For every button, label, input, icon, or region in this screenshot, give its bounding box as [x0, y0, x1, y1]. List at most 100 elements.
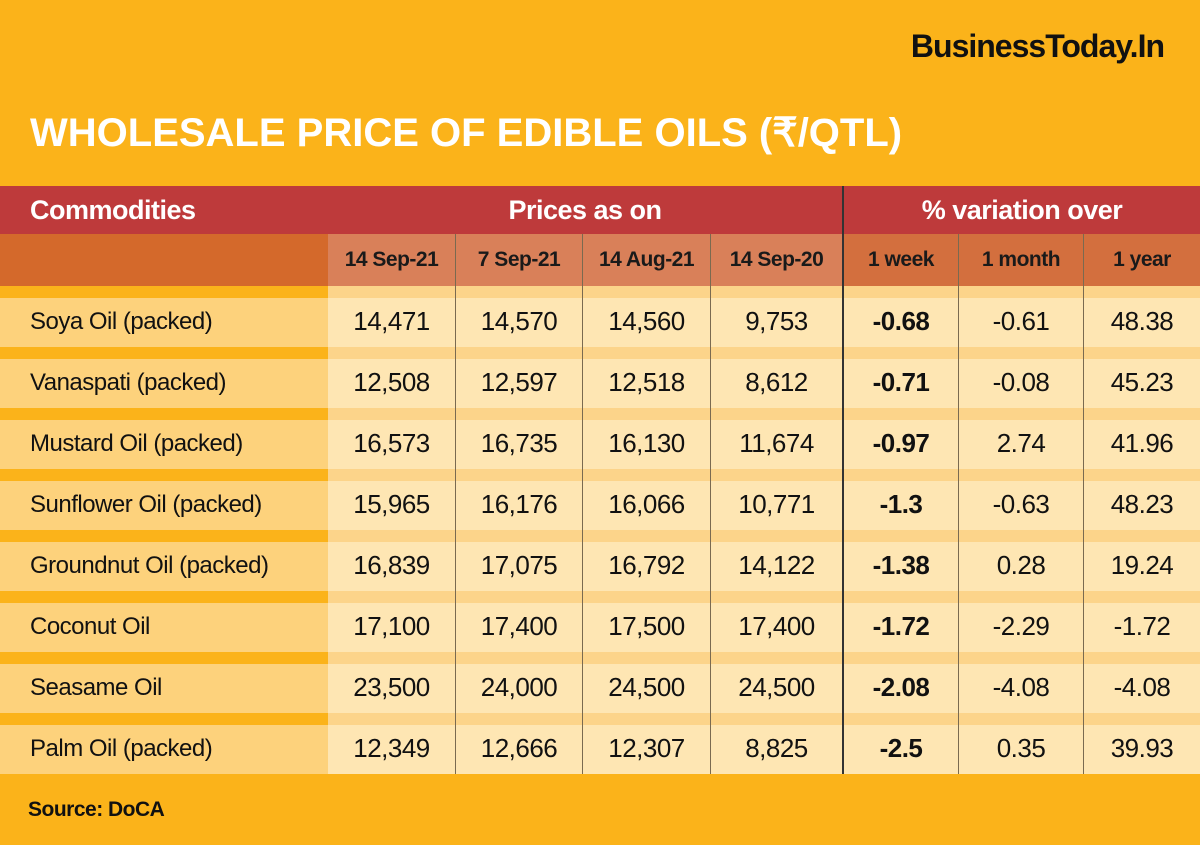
table-cell: 48.38 [1083, 286, 1200, 347]
column-header-label: 14 Sep-21 [344, 248, 439, 271]
column-header: 1 week [842, 234, 958, 286]
brand-logo: BusinessToday.In [910, 28, 1165, 64]
cell-text: 2.74 [996, 428, 1046, 458]
cell-text: 17,400 [480, 611, 558, 641]
cell-text: -0.97 [872, 428, 930, 458]
column-header-label: 1 year [1113, 248, 1171, 271]
table-cell: -1.38 [842, 530, 958, 591]
table-cell: -1.72 [842, 591, 958, 652]
table-cell: -4.08 [958, 652, 1083, 713]
table-cell: -1.3 [842, 469, 958, 530]
table-cell: 16,839 [328, 530, 455, 591]
source-note: Source: DoCA [28, 798, 165, 821]
cell-text: 16,792 [608, 550, 685, 580]
table-row: Seasame Oil 23,500 24,000 24,500 24,500 -2.08… [0, 652, 1200, 713]
commodity-name: Mustard Oil (packed) [0, 408, 328, 469]
cell-text: 14,471 [353, 306, 430, 336]
cell-text: 48.23 [1110, 489, 1174, 519]
table-cell: 39.93 [1083, 713, 1200, 774]
cell-text: 12,597 [480, 367, 558, 397]
cell-text: 12,349 [353, 733, 430, 763]
cell-text: 24,500 [608, 672, 685, 702]
price-table: Commodities Prices as on % variation ove… [0, 186, 1200, 774]
column-header: 14 Aug-21 [582, 234, 710, 286]
cell-text: 24,500 [738, 672, 815, 702]
cell-text: -0.63 [992, 489, 1050, 519]
table-cell: 14,570 [455, 286, 582, 347]
cell-text: 8,825 [745, 733, 808, 763]
table-cell: 10,771 [710, 469, 842, 530]
cell-text: 12,307 [608, 733, 685, 763]
cell-text: 19.24 [1110, 550, 1174, 580]
table-cell: 48.23 [1083, 469, 1200, 530]
column-header: 1 year [1083, 234, 1200, 286]
header-commodities: Commodities [0, 186, 328, 234]
table-cell: 14,471 [328, 286, 455, 347]
table-cell: 17,075 [455, 530, 582, 591]
table-cell: 16,176 [455, 469, 582, 530]
table-row: Sunflower Oil (packed) 15,965 16,176 16,066… [0, 469, 1200, 530]
table-cell: 17,400 [710, 591, 842, 652]
cell-text: -4.08 [992, 672, 1050, 702]
table-cell: 14,122 [710, 530, 842, 591]
cell-text: 17,400 [738, 611, 815, 641]
table-cell: -0.63 [958, 469, 1083, 530]
table-cell: 17,100 [328, 591, 455, 652]
table-cell: -0.68 [842, 286, 958, 347]
table-cell: 12,597 [455, 347, 582, 408]
table-cell: 24,500 [710, 652, 842, 713]
cell-text: 15,965 [353, 489, 430, 519]
table-cell: 24,500 [582, 652, 710, 713]
table-cell: 12,508 [328, 347, 455, 408]
column-header: 7 Sep-21 [455, 234, 582, 286]
table-cell: 9,753 [710, 286, 842, 347]
cell-text: -1.72 [872, 611, 930, 641]
cell-text: 16,839 [353, 550, 430, 580]
cell-text: 16,176 [480, 489, 558, 519]
cell-text: Mustard Oil (packed) [30, 429, 243, 457]
header-commodities-label: Commodities [30, 194, 196, 225]
cell-text: -4.08 [1113, 672, 1171, 702]
table-body: Soya Oil (packed) 14,471 14,570 14,560 9,753… [0, 286, 1200, 774]
cell-text: 17,075 [480, 550, 558, 580]
commodity-name: Vanaspati (packed) [0, 347, 328, 408]
cell-text: 9,753 [745, 306, 808, 336]
table-cell: -0.97 [842, 408, 958, 469]
table-row: Vanaspati (packed) 12,508 12,597 12,518 8,61… [0, 347, 1200, 408]
column-header-label: 1 week [868, 248, 934, 271]
cell-text: 10,771 [738, 489, 815, 519]
cell-text: 0.28 [996, 550, 1046, 580]
table-row: Soya Oil (packed) 14,471 14,570 14,560 9,753… [0, 286, 1200, 347]
table-cell: -2.29 [958, 591, 1083, 652]
table-cell: 11,674 [710, 408, 842, 469]
cell-text: 12,666 [480, 733, 558, 763]
column-header: 14 Sep-21 [328, 234, 455, 286]
table-cell: -2.5 [842, 713, 958, 774]
table-cell: 12,307 [582, 713, 710, 774]
table-cell: -2.08 [842, 652, 958, 713]
commodity-name: Coconut Oil [0, 591, 328, 652]
cell-text: -1.72 [1113, 611, 1171, 641]
cell-text: 45.23 [1110, 367, 1174, 397]
cell-text: 16,066 [608, 489, 685, 519]
cell-text: -0.68 [872, 306, 930, 336]
table-cell: 17,500 [582, 591, 710, 652]
cell-text: -0.08 [992, 367, 1050, 397]
cell-text: 39.93 [1110, 733, 1174, 763]
table-cell: 16,573 [328, 408, 455, 469]
cell-text: Groundnut Oil (packed) [30, 551, 269, 579]
header-variation-label: % variation over [921, 194, 1123, 225]
cell-text: 14,560 [608, 306, 685, 336]
cell-text: -0.61 [992, 306, 1050, 336]
column-header-label: 14 Aug-21 [598, 248, 695, 271]
table-cell: 14,560 [582, 286, 710, 347]
commodity-name: Groundnut Oil (packed) [0, 530, 328, 591]
table-row: Palm Oil (packed) 12,349 12,666 12,307 8,825… [0, 713, 1200, 774]
cell-text: -2.08 [872, 672, 930, 702]
column-header-label: 14 Sep-20 [729, 248, 824, 271]
cell-text: 16,130 [608, 428, 685, 458]
table-cell: 17,400 [455, 591, 582, 652]
table-cell: 19.24 [1083, 530, 1200, 591]
table-cell: -0.08 [958, 347, 1083, 408]
table-cell: 15,965 [328, 469, 455, 530]
